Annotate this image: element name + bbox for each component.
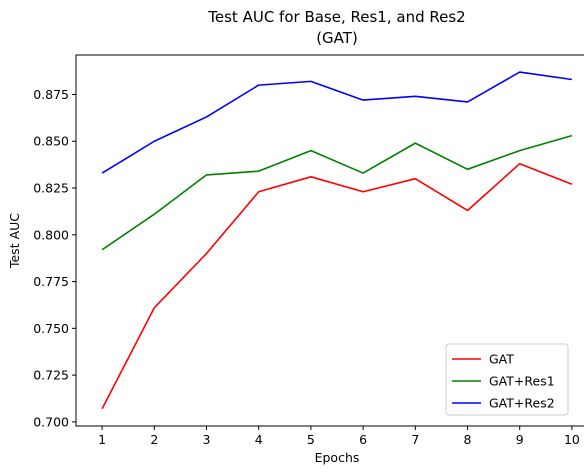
x-tick-label: 5 — [307, 432, 315, 447]
x-axis-ticks: 1 2 3 4 5 6 7 8 9 10 — [98, 426, 580, 447]
legend-label-gat-res2: GAT+Res2 — [489, 396, 555, 411]
y-tick-label: 0.800 — [33, 227, 69, 242]
y-axis-ticks: 0.700 0.725 0.750 0.775 0.800 0.825 0.850 0.875 — [33, 87, 76, 429]
x-tick-label: 9 — [516, 432, 524, 447]
legend: GAT GAT+Res1 GAT+Res2 — [445, 343, 569, 416]
y-tick-label: 0.825 — [33, 181, 69, 196]
y-tick-label: 0.850 — [33, 134, 69, 149]
y-tick-label: 0.725 — [33, 368, 69, 383]
x-tick-label: 4 — [255, 432, 263, 447]
y-tick-label: 0.875 — [33, 87, 69, 102]
x-tick-label: 6 — [359, 432, 367, 447]
series-line-gat — [101, 162, 573, 410]
x-tick-label: 8 — [464, 432, 472, 447]
x-tick-label: 7 — [411, 432, 419, 447]
chart-title: Test AUC for Base, Res1, and Res2 — [207, 8, 465, 26]
y-tick-label: 0.700 — [33, 414, 69, 429]
legend-label-gat: GAT — [489, 352, 514, 367]
x-tick-label: 10 — [564, 432, 580, 447]
series-line-gat-res1 — [101, 134, 573, 251]
x-tick-label: 3 — [203, 432, 211, 447]
x-axis-label: Epochs — [315, 450, 360, 465]
y-axis-label: Test AUC — [7, 213, 22, 269]
legend-box — [445, 343, 569, 416]
chart-subtitle: (GAT) — [316, 29, 358, 47]
x-tick-label: 2 — [150, 432, 158, 447]
y-tick-label: 0.775 — [33, 274, 69, 289]
x-tick-label: 1 — [98, 432, 106, 447]
series-layer — [101, 71, 573, 410]
plot-frame — [75, 54, 584, 427]
series-line-gat-res2 — [101, 71, 573, 174]
y-tick-label: 0.750 — [33, 321, 69, 336]
legend-label-gat-res1: GAT+Res1 — [489, 374, 555, 389]
